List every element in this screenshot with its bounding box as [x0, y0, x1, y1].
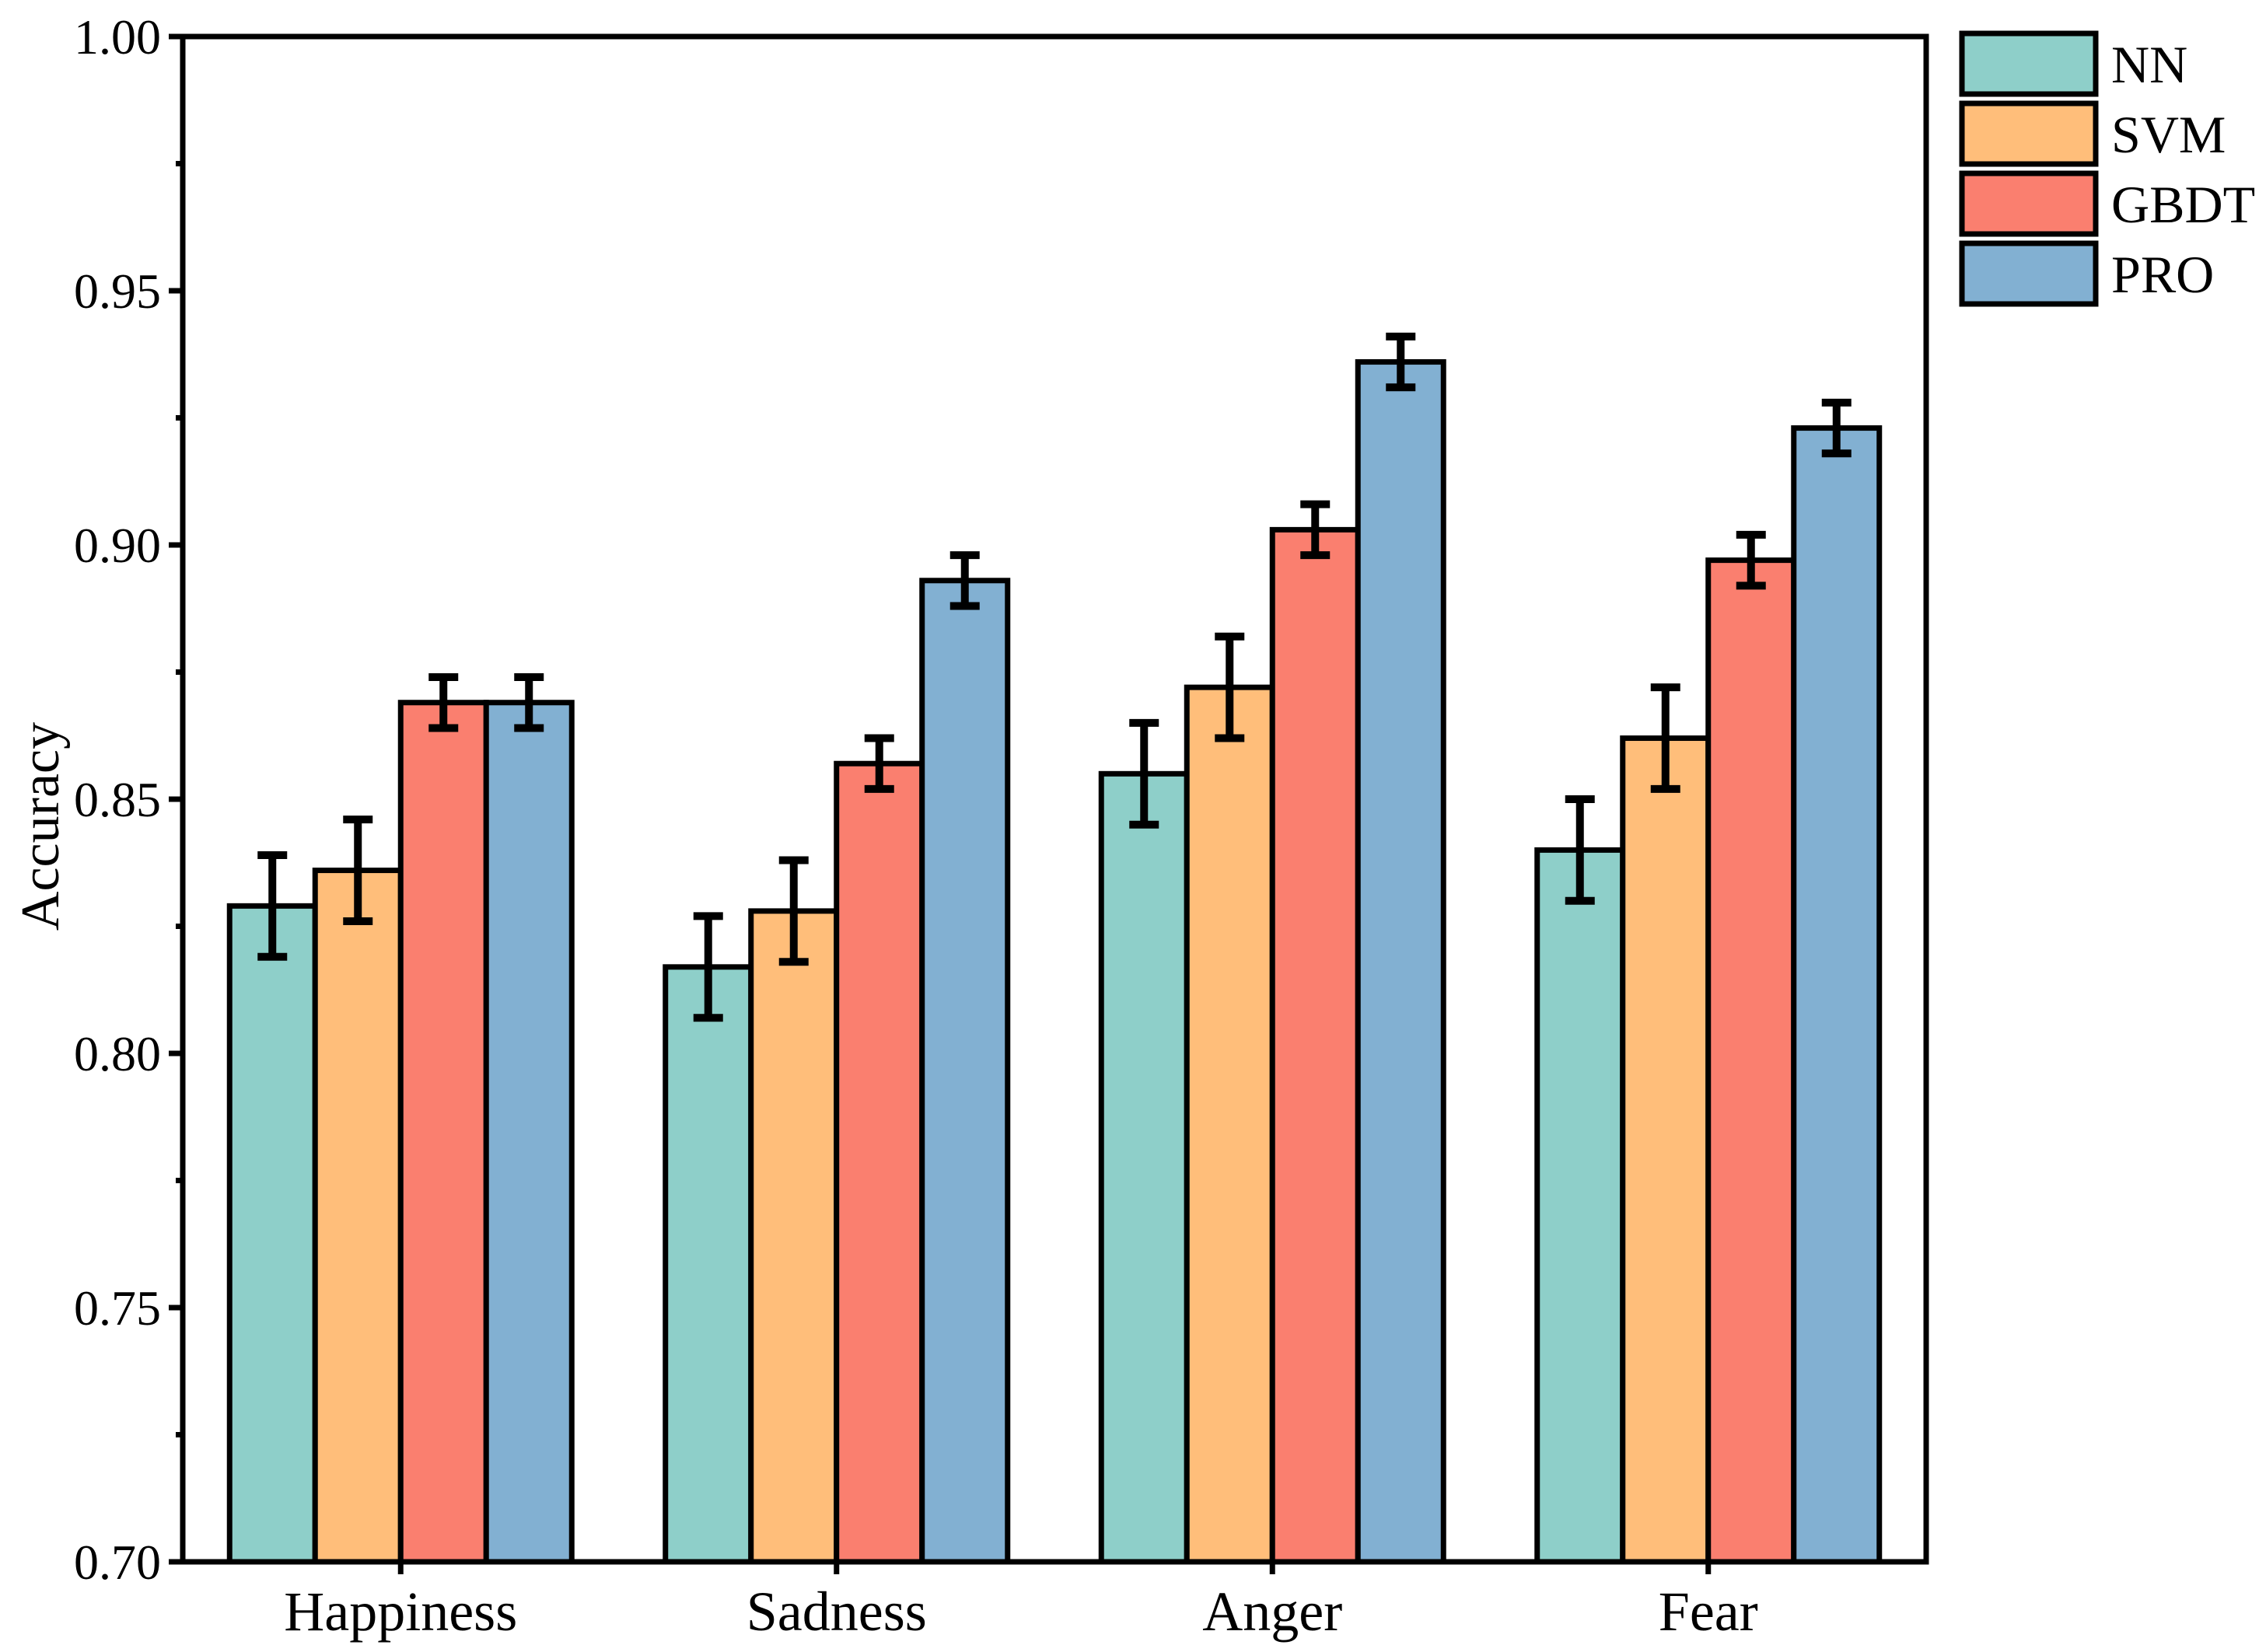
errorbar-happiness-svm	[343, 816, 373, 925]
bar-happiness-svm	[312, 868, 404, 1565]
legend-item-svm: SVM	[1959, 100, 2226, 167]
legend-item-pro: PRO	[1959, 240, 2214, 307]
errorbar-sadness-nn	[693, 912, 723, 1022]
bar-sadness-pro	[919, 578, 1011, 1565]
x-category-label: Sadness	[747, 1580, 927, 1643]
bar-anger-gbdt	[1269, 526, 1361, 1565]
bar-fear-nn	[1534, 847, 1626, 1565]
x-category-label: Fear	[1659, 1580, 1758, 1643]
axis-labels-layer: 0.70 0.75 0.80 0.85 0.90 0.95 1.00 Happiness Sad…	[11, 9, 1758, 1643]
bar-anger-nn	[1098, 770, 1190, 1565]
errorbar-happiness-gbdt	[428, 673, 459, 732]
errorbar-happiness-nn	[257, 850, 288, 961]
ticks-layer	[169, 33, 1712, 1574]
y-tick-label: 0.80	[74, 1026, 161, 1081]
y-tick-label: 0.70	[74, 1535, 161, 1590]
errorbar-happiness-pro	[514, 673, 544, 732]
legend-item-gbdt: GBDT	[1959, 170, 2255, 237]
x-category-label: Anger	[1202, 1580, 1342, 1643]
errorbar-anger-gbdt	[1300, 500, 1331, 560]
bars-layer	[226, 359, 1883, 1565]
legend-swatch	[1959, 240, 2099, 307]
legend-item-nn: NN	[1959, 30, 2187, 97]
y-tick-label: 0.75	[74, 1280, 161, 1336]
bar-fear-pro	[1791, 425, 1883, 1565]
errorbar-fear-pro	[1821, 398, 1852, 458]
bar-anger-svm	[1184, 684, 1275, 1565]
legend-swatch	[1959, 100, 2099, 167]
bar-anger-pro	[1355, 359, 1446, 1565]
y-tick-label: 0.95	[74, 264, 161, 319]
y-tick-label: 1.00	[74, 9, 161, 65]
bar-happiness-pro	[483, 700, 575, 1565]
x-category-label: Happiness	[284, 1580, 517, 1643]
y-tick-label: 0.90	[74, 518, 161, 573]
errorbar-sadness-gbdt	[864, 734, 894, 793]
bar-sadness-gbdt	[834, 760, 925, 1565]
y-tick-label: 0.85	[74, 772, 161, 827]
bar-happiness-nn	[226, 903, 318, 1565]
legend-swatch	[1959, 170, 2099, 237]
y-axis-title: Accuracy	[11, 722, 71, 931]
legend-label: PRO	[2111, 245, 2214, 304]
bar-fear-gbdt	[1705, 557, 1797, 1565]
legend-label: NN	[2111, 35, 2187, 94]
errorbar-fear-gbdt	[1736, 530, 1766, 590]
errorbar-sadness-svm	[778, 856, 809, 966]
legend-label: GBDT	[2111, 175, 2255, 234]
errorbar-anger-pro	[1386, 332, 1416, 392]
bar-sadness-svm	[748, 908, 840, 1565]
errorbar-fear-nn	[1565, 795, 1595, 905]
errorbar-fear-svm	[1650, 683, 1680, 793]
legend: NN SVM GBDT PRO	[1959, 30, 2255, 307]
errorbar-sadness-pro	[949, 551, 980, 610]
bar-fear-svm	[1620, 735, 1712, 1565]
bar-happiness-gbdt	[397, 700, 489, 1565]
errorbar-anger-svm	[1215, 632, 1245, 742]
error-bars-layer	[257, 332, 1852, 1022]
legend-swatch	[1959, 30, 2099, 97]
errorbar-anger-nn	[1129, 718, 1159, 829]
bar-sadness-nn	[663, 964, 754, 1565]
legend-label: SVM	[2111, 105, 2226, 164]
